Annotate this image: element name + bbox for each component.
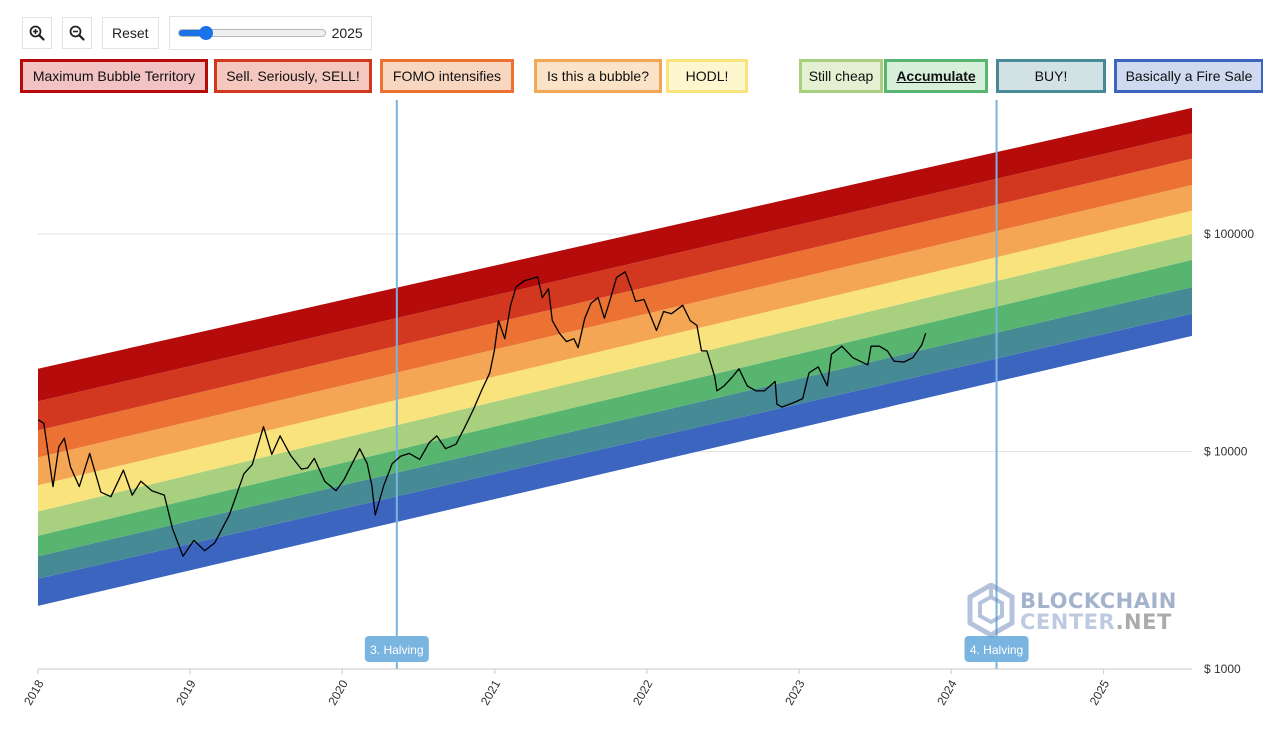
watermark-text: BLOCKCHAIN CENTER.NET — [1020, 591, 1177, 633]
year-slider-thumb[interactable] — [199, 26, 214, 40]
halving-label-box — [364, 636, 429, 662]
legend-button-7[interactable]: Accumulate — [884, 59, 988, 93]
rainbow-band-6 — [38, 184, 1192, 486]
x-tick-label: 2018 — [21, 677, 47, 707]
reset-button[interactable]: Reset — [102, 17, 159, 49]
rainbow-band-4 — [38, 234, 1192, 536]
x-tick-label: 2021 — [478, 677, 504, 707]
legend-button-9[interactable]: Basically a Fire Sale — [1114, 59, 1263, 93]
legend-button-1[interactable]: Maximum Bubble Territory — [20, 59, 208, 93]
year-slider[interactable] — [177, 26, 326, 40]
blockchain-center-logo-icon — [967, 583, 1015, 638]
legend-button-4[interactable]: Is this a bubble? — [534, 59, 662, 93]
zoom-in-button[interactable] — [22, 17, 52, 49]
legend-button-8[interactable]: BUY! — [996, 59, 1106, 93]
legend-label: FOMO intensifies — [392, 68, 502, 84]
chart-toolbar: Reset 2025 — [22, 16, 372, 50]
legend-button-3[interactable]: FOMO intensifies — [380, 59, 514, 93]
magnifier-plus-icon — [29, 25, 45, 41]
rainbow-band-7 — [38, 158, 1192, 458]
legend-label: Basically a Fire Sale — [1125, 68, 1253, 84]
magnifier-minus-icon — [69, 25, 85, 41]
legend-label: Sell. Seriously, SELL! — [226, 68, 360, 84]
zoom-out-button[interactable] — [62, 17, 92, 49]
price-line — [37, 271, 927, 557]
y-tick-label: $ 1000 — [1204, 662, 1241, 676]
x-tick-label: 2024 — [934, 677, 960, 707]
legend-label: Accumulate — [896, 68, 976, 84]
year-slider-value: 2025 — [331, 25, 363, 41]
legend-label: Still cheap — [808, 68, 874, 84]
x-tick-label: 2019 — [173, 677, 199, 707]
rainbow-band-2 — [38, 287, 1192, 579]
legend-button-6[interactable]: Still cheap — [799, 59, 883, 93]
halving-label-box — [964, 636, 1029, 662]
legend-label: HODL! — [685, 68, 729, 84]
x-tick-label: 2020 — [325, 677, 351, 707]
watermark-line-1: BLOCKCHAIN — [1020, 589, 1177, 613]
watermark-line-2: CENTER.NET — [1020, 612, 1177, 633]
x-tick-label: 2022 — [630, 677, 656, 707]
legend-button-5[interactable]: HODL! — [666, 59, 748, 93]
x-tick-label: 2025 — [1087, 677, 1113, 707]
watermark-line-2a: CENTER — [1020, 610, 1116, 634]
halving-label: 4. Halving — [970, 643, 1023, 657]
y-tick-label: $ 10000 — [1204, 445, 1248, 459]
legend-label: BUY! — [1034, 68, 1068, 84]
rainbow-band-5 — [38, 210, 1192, 512]
halving-label: 3. Halving — [370, 643, 423, 657]
legend-label: Maximum Bubble Territory — [32, 68, 196, 84]
legend-label: Is this a bubble? — [547, 68, 649, 84]
rainbow-band-1 — [38, 313, 1192, 606]
reset-label: Reset — [112, 25, 149, 41]
blockchain-center-watermark: BLOCKCHAIN CENTER.NET — [966, 583, 1176, 639]
year-slider-fill — [178, 30, 207, 36]
year-slider-container: 2025 — [168, 16, 372, 50]
rainbow-bands — [38, 107, 1192, 606]
watermark-line-2b: .NET — [1115, 610, 1172, 634]
y-tick-label: $ 100000 — [1204, 227, 1254, 241]
rainbow-band-9 — [38, 107, 1192, 402]
x-tick-label: 2023 — [782, 677, 808, 707]
legend-button-2[interactable]: Sell. Seriously, SELL! — [214, 59, 372, 93]
